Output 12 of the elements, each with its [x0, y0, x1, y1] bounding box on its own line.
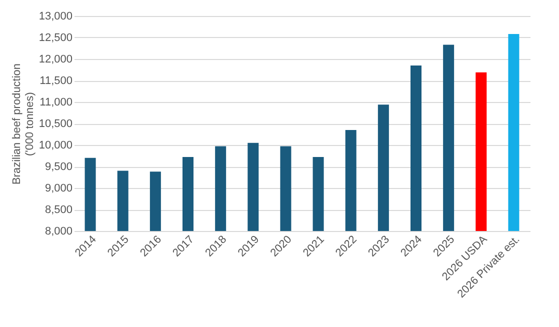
y-tick-label: 8,500	[44, 204, 72, 216]
y-tick-label: 9,500	[44, 161, 72, 173]
y-tick-label: 11,500	[40, 75, 72, 87]
y-tick-label: 13,000	[38, 10, 72, 22]
y-tick-label: 12,000	[38, 54, 72, 66]
y-tick-label: 11,000	[40, 96, 72, 108]
y-tick-label: 10,000	[38, 140, 72, 152]
y-tick-label: 12,500	[38, 32, 72, 44]
y-tick-label: 9,000	[44, 182, 72, 194]
y-tick-label: 8,000	[44, 226, 72, 238]
y-axis-title: Brazilian beef production ('000 tonnes)	[10, 63, 36, 185]
y-tick-label: 10,500	[38, 118, 72, 130]
